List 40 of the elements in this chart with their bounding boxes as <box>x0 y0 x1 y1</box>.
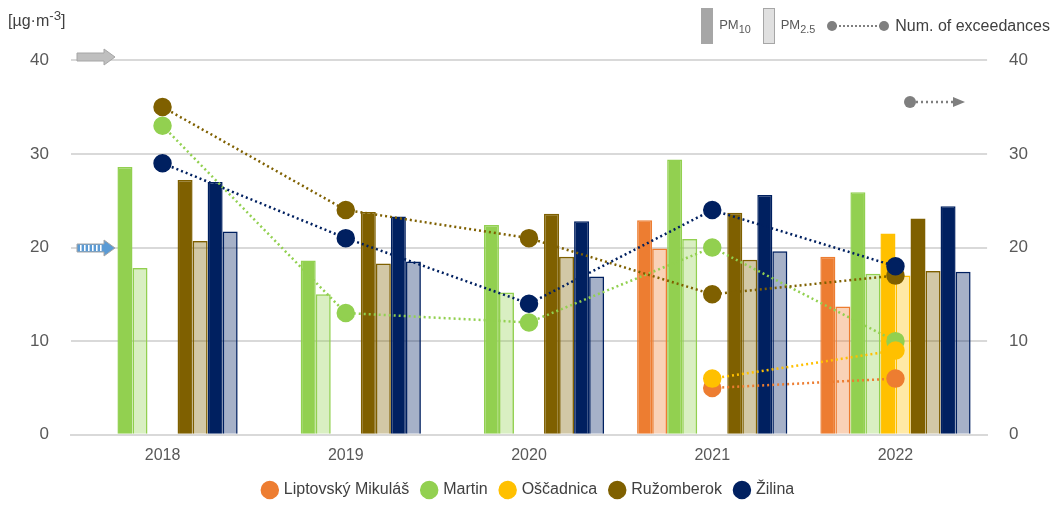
legend-label: Liptovský Mikuláš <box>283 480 410 498</box>
point <box>336 303 356 323</box>
y2-tick-label: 20 <box>1009 237 1029 257</box>
y2-tick-label: 40 <box>1009 49 1029 69</box>
point <box>336 200 356 220</box>
point <box>519 294 539 313</box>
y-tick-label: 40 <box>29 49 49 69</box>
point <box>702 369 722 388</box>
legend-label: Ružomberok <box>631 480 723 498</box>
point <box>702 200 722 220</box>
y2-tick-label: 0 <box>1009 424 1019 444</box>
y-tick-label: 10 <box>29 330 49 350</box>
x-tick-label: 2021 <box>694 445 731 463</box>
point <box>153 97 172 117</box>
x-tick-label: 2020 <box>511 445 547 463</box>
point <box>886 341 905 360</box>
legend-label: Martin <box>443 480 488 498</box>
x-tick-label: 2018 <box>144 445 181 463</box>
y-tick-label: 20 <box>29 237 49 257</box>
point <box>886 256 905 276</box>
point <box>153 153 172 173</box>
point <box>886 369 905 388</box>
y2-tick-label: 30 <box>1009 143 1029 163</box>
legend-label: Oščadnica <box>521 480 598 498</box>
y-axis-title: [µg·m$^{-3}$] <box>8 8 66 31</box>
point <box>519 313 539 332</box>
x-tick-label: 2022 <box>877 445 914 463</box>
x-tick-label: 2019 <box>327 445 364 463</box>
point <box>702 238 722 257</box>
y-tick-label: 0 <box>39 424 49 444</box>
text: Num. of exceedances <box>895 17 1050 35</box>
text: PM$_{10}$ <box>719 17 751 35</box>
text: PM$_{2.5}$ <box>780 17 816 35</box>
legend-label: Žilina <box>755 479 795 498</box>
point <box>153 116 172 136</box>
y2-tick-label: 10 <box>1009 330 1029 350</box>
point <box>519 228 539 248</box>
point <box>702 285 722 304</box>
y-tick-label: 30 <box>29 143 49 163</box>
point <box>336 228 356 248</box>
